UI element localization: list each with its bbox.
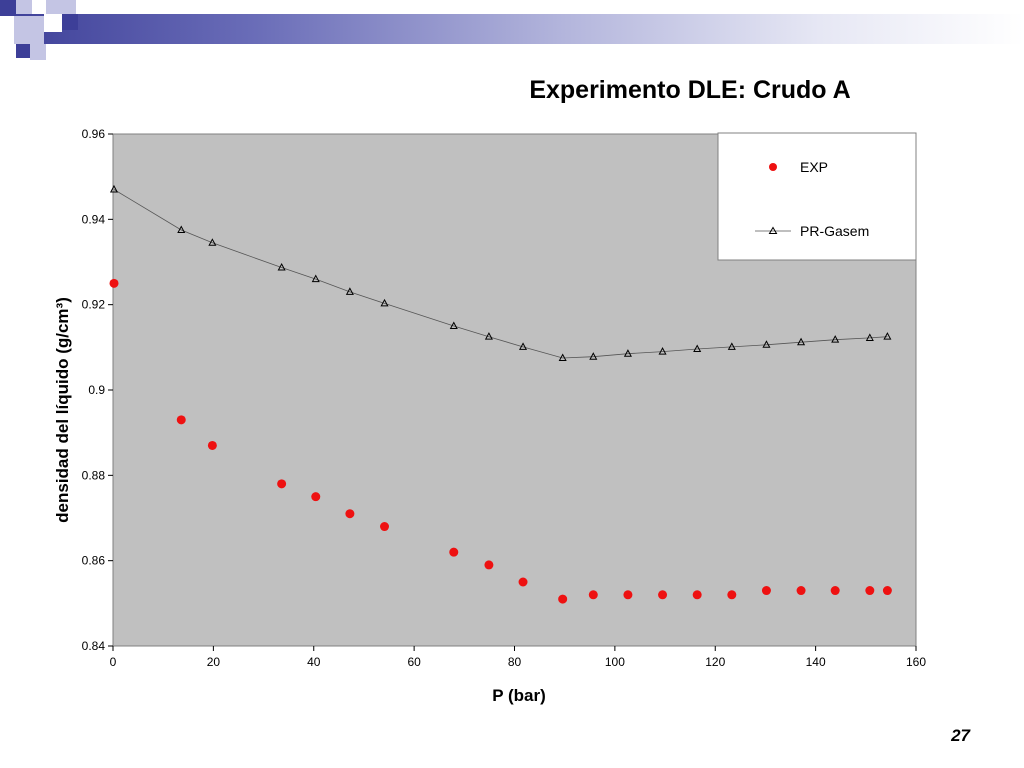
pr-gasem-point [658,347,667,355]
header-square-8 [16,44,30,58]
header-gradient-bar [0,14,1024,44]
x-tick-label: 140 [806,655,826,669]
exp-point [588,590,598,600]
header-square-7 [62,14,78,30]
x-tick-label: 60 [407,655,421,669]
y-tick-label: 0.86 [82,554,106,568]
pr-gasem-point [693,344,702,353]
legend-marker-pr-gasem [768,226,778,234]
exp-point [109,278,119,288]
header-square-6 [44,14,62,32]
y-tick-label: 0.9 [88,383,105,397]
x-tick-label: 80 [508,655,522,669]
pr-gasem-point [208,238,217,246]
legend-label-pr-gasem: PR-Gasem [800,223,869,239]
x-tick-label: 100 [605,655,625,669]
exp-point [207,440,217,450]
pr-gasem-point [277,262,286,271]
legend-label-exp: EXP [800,159,828,175]
y-tick-label: 0.84 [82,639,106,653]
exp-point [558,594,568,604]
pr-gasem-point [589,352,598,360]
axes: 0 20 40 60 80 100 120 140 160 0.84 0.86 0.88 0.9 0.92… [82,127,927,669]
y-tick-label: 0.96 [82,127,106,141]
exp-point [449,547,459,557]
exp-point [484,560,494,570]
exp-point [623,590,633,600]
x-tick-label: 120 [705,655,725,669]
pr-gasem-point [797,337,806,346]
pr-gasem-point [345,287,354,295]
header-square-1 [0,0,16,16]
page-number: 27 [951,726,970,745]
x-tick-label: 0 [110,655,117,669]
exp-point [658,590,668,600]
pr-gasem-point [449,321,458,329]
exp-point [277,479,287,489]
pr-gasem-point [484,332,493,340]
header-square-3 [46,0,76,14]
y-tick-label: 0.88 [82,468,106,482]
legend: EXP PR-Gasem [717,132,917,261]
exp-point [311,492,321,502]
legend-marker-exp [769,163,777,171]
exp-point [796,586,806,596]
exp-point [727,590,737,600]
pr-gasem-point [518,342,528,350]
header-square-4 [0,16,14,44]
x-tick-label: 160 [906,655,926,669]
y-tick-label: 0.92 [82,298,106,312]
pr-gasem-point [865,333,874,341]
exp-point [345,509,355,519]
pr-gasem-point [727,342,736,350]
exp-point [380,522,390,532]
exp-point [176,415,186,425]
pr-gasem-point [558,353,567,361]
header-square-2 [16,0,32,14]
exp-point [830,586,840,596]
exp-point [761,586,771,596]
pr-gasem-point [109,184,119,193]
exp-point [518,577,528,587]
pr-gasem-point [831,335,840,343]
y-tick-label: 0.94 [82,212,106,226]
x-axis-label: P (bar) [492,686,546,705]
exp-point [865,586,875,596]
data-points [109,184,892,604]
header-square-5 [14,16,44,44]
chart-title: Experimento DLE: Crudo A [529,76,851,104]
exp-point [882,586,892,596]
legend-box [717,132,917,261]
pr-gasem-point [623,349,632,357]
pr-gasem-point [883,332,892,340]
y-axis-label: densidad del líquido (g/cm³) [53,297,72,523]
x-tick-label: 20 [207,655,221,669]
x-tick-label: 40 [307,655,321,669]
pr-gasem-line [113,189,888,359]
pr-gasem-point [762,340,771,348]
pr-gasem-point [177,225,186,233]
header-square-9 [30,44,46,60]
y-axis-label-group: densidad del líquido (g/cm³) [53,297,72,523]
pr-gasem-point [311,274,320,283]
pr-gasem-point [380,298,389,307]
exp-point [692,590,702,600]
